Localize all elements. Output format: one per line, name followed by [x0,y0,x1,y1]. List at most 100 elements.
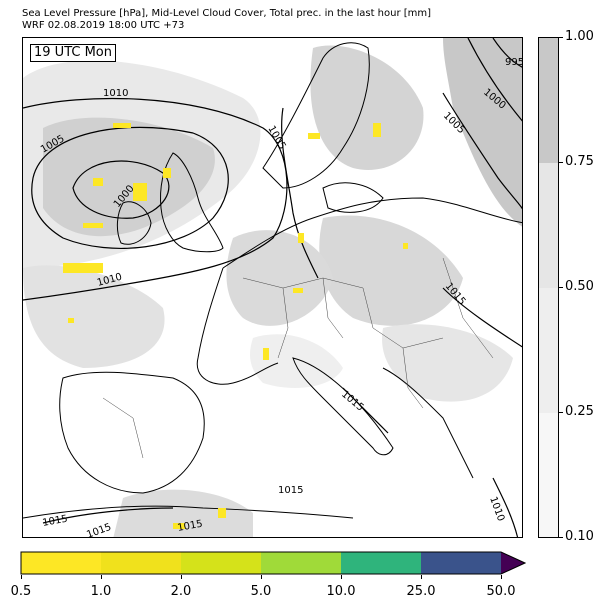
border-line [242,277,364,289]
cloud-colorbar-segment [539,413,558,537]
precip-colorbar-extend-arrow [501,552,525,574]
precip-colorbar [20,551,526,575]
precip-colorbar-segment [181,552,261,574]
isobar-label: 1015 [339,389,366,414]
cloud-colorbar-label: 0.25 [565,404,594,419]
precip-cell [93,178,103,186]
cloud-colorbar-label: 1.00 [565,29,594,44]
precip-colorbar-tick [101,575,102,579]
cloud-colorbar-label: 0.50 [565,279,594,294]
coastline-ireland [116,201,152,245]
isobar-label: 1015 [278,485,303,496]
isobar-1005-low [31,126,229,249]
coastline-layer [23,42,522,519]
isobar-1015-east [442,287,522,348]
precip-cell [163,168,171,178]
cloud-colorbar-segment [539,38,558,163]
precip-colorbar-outline [20,551,526,575]
border-layer [102,257,494,459]
cloud-area [250,334,343,388]
coastline-continent [196,197,522,385]
border-line [277,287,289,359]
precip-colorbar-segment [341,552,421,574]
precip-colorbar-segment [21,552,101,574]
cloud-area [443,38,522,227]
precip-cell [113,123,131,128]
isobar-label: 1010 [103,88,128,99]
cloud-colorbar-tick [559,162,563,163]
isobar-label: 995 [505,57,523,68]
precip-cell [373,123,381,137]
precip-cell [173,523,185,529]
precip-cell [68,318,74,323]
cloud-area [310,45,424,170]
isobar-label: 1015 [42,514,69,529]
precip-cell [263,348,269,360]
cloud-colorbar-label: 0.10 [565,529,594,544]
cloud-colorbar-tick [559,37,563,38]
coastline-africa [23,505,354,519]
precip-colorbar-label: 50.0 [486,584,516,599]
weather-map: 1010 1005 1000 1010 1005 995 1000 1005 1… [22,37,523,538]
chart-title: Sea Level Pressure [hPa], Mid-Level Clou… [22,8,432,19]
isobar-1015-south [42,507,174,524]
precip-colorbar-label: 25.0 [406,584,436,599]
precip-cell [308,133,320,139]
precip-colorbar-tick [181,575,182,579]
cloud-colorbar-segment [539,163,558,288]
cloud-area [226,230,333,326]
cloud-colorbar-tick [559,537,563,538]
isobar-1000-low [72,160,170,219]
isobar-1010-east [492,477,519,537]
coastline-baltic [322,182,384,213]
cloud-area [319,215,463,326]
precip-colorbar-tick [341,575,342,579]
cloud-colorbar-tick [559,287,563,288]
coastline-balkans [382,367,474,479]
precipitation-layer [63,123,408,529]
precip-colorbar-label: 5.0 [250,584,272,599]
isobar-label: 1015 [177,519,204,534]
border-line [322,277,344,339]
cloud-area [23,265,165,368]
cloud-area [113,489,253,537]
precip-cell [63,263,103,273]
isobar-1010 [23,97,288,301]
precip-colorbar-label: 1.0 [90,584,112,599]
cloud-cover-colorbar [538,37,559,538]
border-line [442,257,494,359]
border-line [362,287,444,349]
precip-cell [293,288,303,293]
isobar-995 [492,38,522,68]
cloud-colorbar-label: 0.75 [565,154,594,169]
border-line [102,397,144,459]
cloud-colorbar-segment [539,288,558,413]
cloud-colorbar-tick [559,412,563,413]
precip-colorbar-segment [101,552,181,574]
precip-colorbar-segment [261,552,341,574]
isobar-label: 1015 [85,522,113,538]
precip-colorbar-label: 0.5 [10,584,32,599]
isobar-layer [23,38,522,537]
isobar-1015-italy [342,387,389,434]
isobar-1005-scand [281,107,319,279]
precip-cell [298,233,304,243]
time-label: 19 UTC Mon [30,44,116,62]
map-canvas: 1010 1005 1000 1010 1005 995 1000 1005 1… [23,38,523,538]
precip-colorbar-tick [21,575,22,579]
coastline-scandinavia [262,42,370,189]
precip-colorbar-tick [261,575,262,579]
precip-colorbar-tick [501,575,502,579]
isobar-1005-north [442,92,522,210]
precip-cell [218,508,226,518]
coastline-britain [160,152,224,253]
precip-cell [83,223,103,228]
isobar-label: 1005 [265,124,287,152]
coastline-iberia [59,371,205,494]
isobar-1000-north [467,38,522,122]
chart-subtitle: WRF 02.08.2019 18:00 UTC +73 [22,20,185,31]
precip-colorbar-label: 2.0 [170,584,192,599]
precip-colorbar-segment [421,552,501,574]
precip-cell [403,243,408,249]
cloud-area [382,324,513,402]
